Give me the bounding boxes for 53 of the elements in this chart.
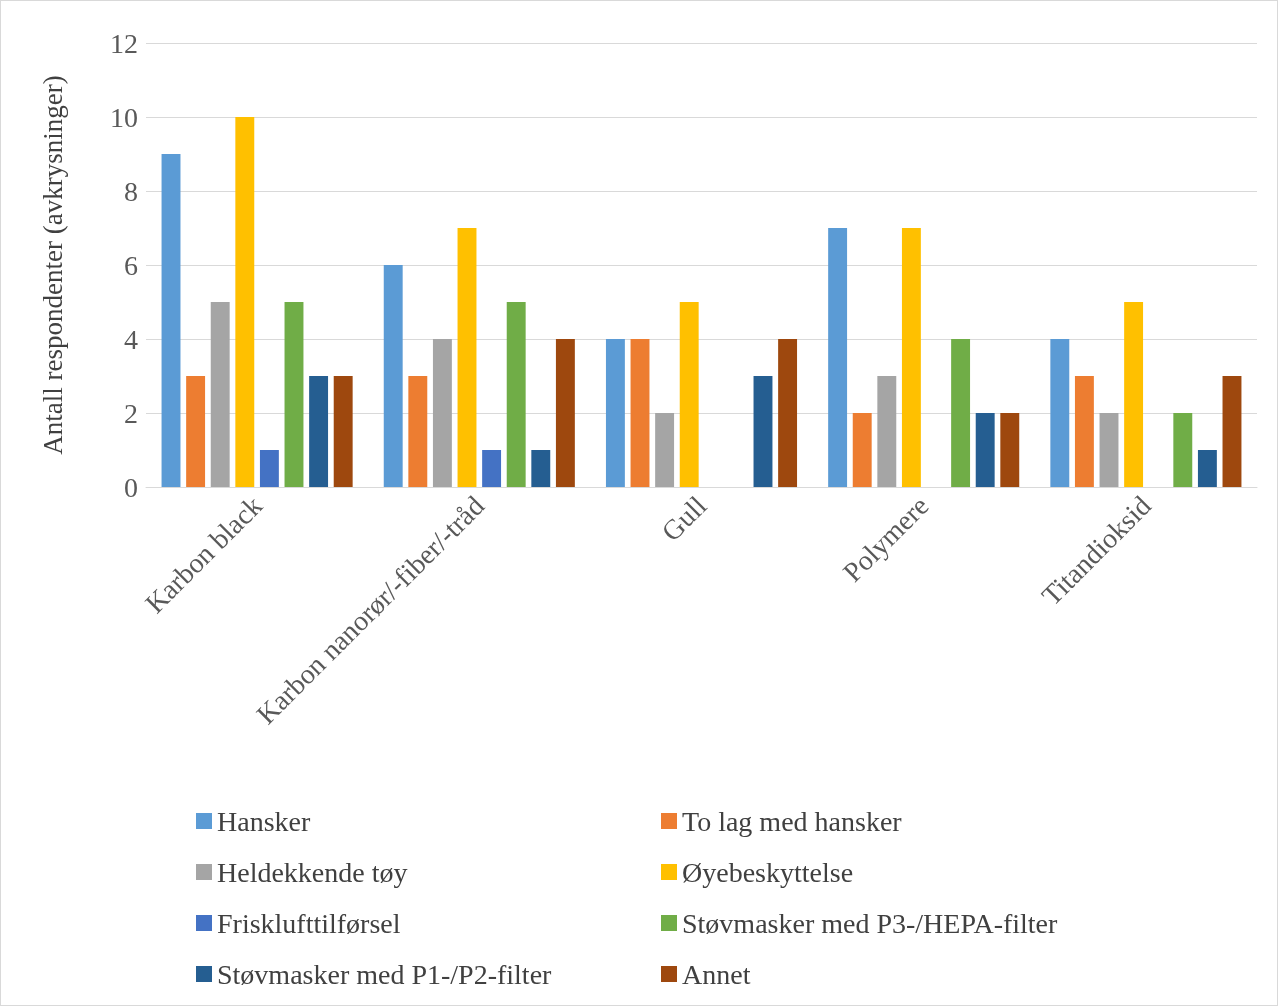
bar	[186, 376, 206, 487]
y-tick-label: 10	[110, 101, 138, 133]
bar	[482, 450, 502, 487]
bar	[210, 302, 230, 487]
bar	[679, 302, 699, 487]
y-tick-label: 6	[124, 249, 138, 281]
y-tick-label: 0	[124, 471, 138, 503]
bar	[630, 339, 650, 487]
bar	[901, 228, 921, 487]
legend-label: Hansker	[217, 805, 311, 837]
bar	[1050, 339, 1070, 487]
legend-label: To lag med hansker	[682, 805, 903, 837]
legend-label: Støvmasker med P1-/P2-filter	[217, 958, 553, 990]
legend-label: Heldekkende tøy	[217, 856, 408, 888]
bar	[259, 450, 279, 487]
bar	[951, 339, 971, 487]
bar	[309, 376, 329, 487]
bar	[284, 302, 304, 487]
legend-label: Annet	[682, 958, 751, 990]
bar	[1197, 450, 1217, 487]
bar	[605, 339, 625, 487]
y-tick-label: 4	[124, 323, 138, 355]
bar	[778, 339, 798, 487]
bar	[432, 339, 452, 487]
legend-label: Støvmasker med P3-/HEPA-filter	[682, 907, 1059, 939]
y-tick-label: 2	[124, 397, 138, 429]
y-axis-title: Antall respondenter (avkrysninger)	[37, 75, 68, 455]
bar	[555, 339, 575, 487]
bar	[333, 376, 353, 487]
bar	[506, 302, 526, 487]
bar	[655, 413, 675, 487]
bar	[877, 376, 897, 487]
bar	[753, 376, 773, 487]
y-tick-label: 12	[110, 27, 138, 59]
bar	[408, 376, 428, 487]
legend-label: Frisklufttilførsel	[217, 907, 401, 939]
bar	[161, 154, 181, 487]
legend-label: Øyebeskyttelse	[682, 856, 854, 888]
bar	[828, 228, 848, 487]
bar	[457, 228, 477, 487]
bar	[1099, 413, 1119, 487]
bar	[383, 265, 403, 487]
x-tick-label: Gull	[655, 489, 713, 548]
bar	[235, 117, 255, 487]
bar	[1173, 413, 1193, 487]
y-tick-label: 8	[124, 175, 138, 207]
bar	[975, 413, 995, 487]
bar	[852, 413, 872, 487]
bar	[1000, 413, 1020, 487]
bar	[531, 450, 551, 487]
bar	[1222, 376, 1242, 487]
bar	[1074, 376, 1094, 487]
bar	[1124, 302, 1144, 487]
